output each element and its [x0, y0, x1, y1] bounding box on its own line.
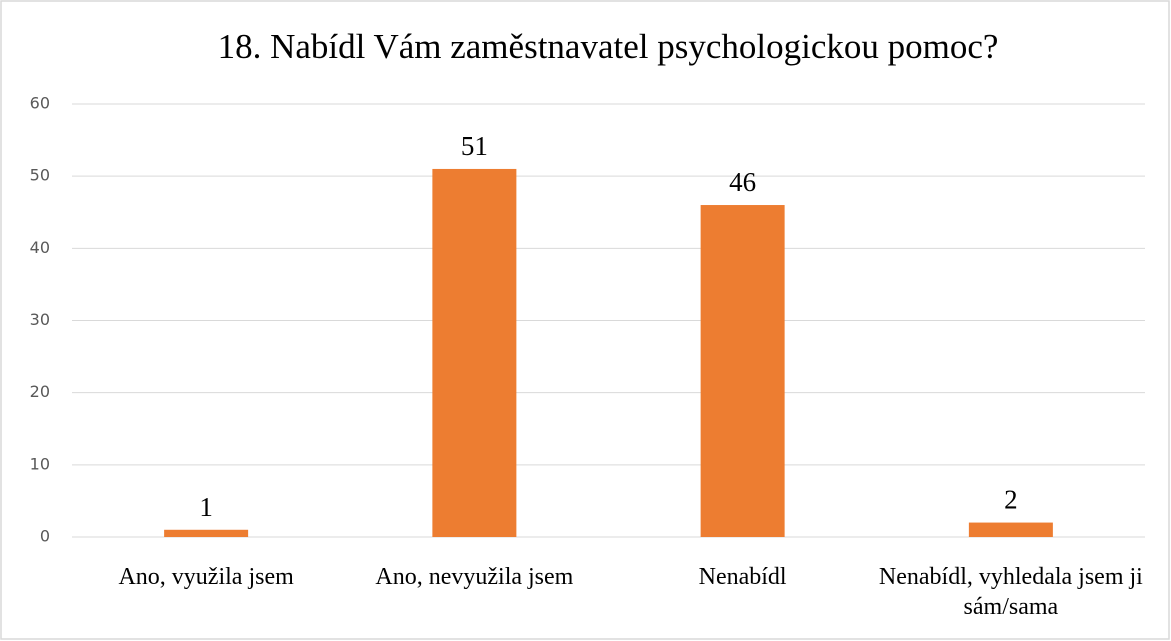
bar: [164, 529, 249, 537]
x-tick-label: Nenabídl, vyhledala jsem ji sám/sama: [878, 564, 1143, 620]
y-tick-label: 60: [30, 94, 50, 113]
y-tick-label: 20: [30, 382, 50, 401]
data-label: 2: [1004, 485, 1018, 515]
bar: [432, 168, 517, 537]
bar: [700, 205, 785, 538]
chart-title: 18. Nabídl Vám zaměstnavatel psychologic…: [218, 27, 999, 66]
y-tick-label: 50: [30, 166, 50, 185]
data-label: 51: [461, 131, 488, 161]
x-tick-label: Nenabídl: [698, 564, 787, 590]
y-tick-label: 0: [40, 527, 50, 546]
y-tick-label: 10: [30, 454, 50, 473]
bar: [968, 522, 1053, 537]
data-label: 46: [729, 167, 756, 197]
x-tick-label: Ano, nevyužila jsem: [375, 564, 574, 590]
y-tick-label: 30: [30, 310, 50, 329]
y-tick-label: 40: [30, 238, 50, 257]
data-label: 1: [199, 492, 213, 522]
x-tick-label: Ano, využila jsem: [118, 564, 294, 590]
